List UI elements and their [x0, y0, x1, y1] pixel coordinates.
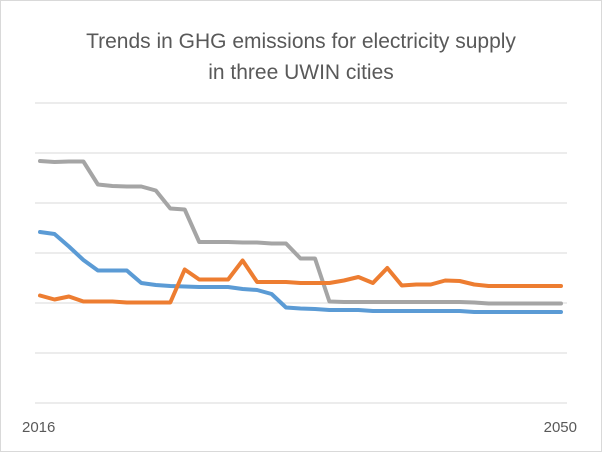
- x-tick-label-end: 2050: [544, 419, 577, 436]
- chart-title-line-2: in three UWIN cities: [208, 61, 394, 84]
- gridlines: [35, 102, 567, 404]
- series-lines: [38, 159, 563, 314]
- chart-title: Trends in GHG emissions for electricity …: [0, 26, 602, 88]
- x-tick-label-start: 2016: [22, 419, 55, 436]
- chart-title-line-1: Trends in GHG emissions for electricity …: [86, 30, 516, 53]
- series-line-2: [38, 258, 563, 305]
- series-line-0: [38, 159, 563, 306]
- series-line-1: [38, 230, 563, 314]
